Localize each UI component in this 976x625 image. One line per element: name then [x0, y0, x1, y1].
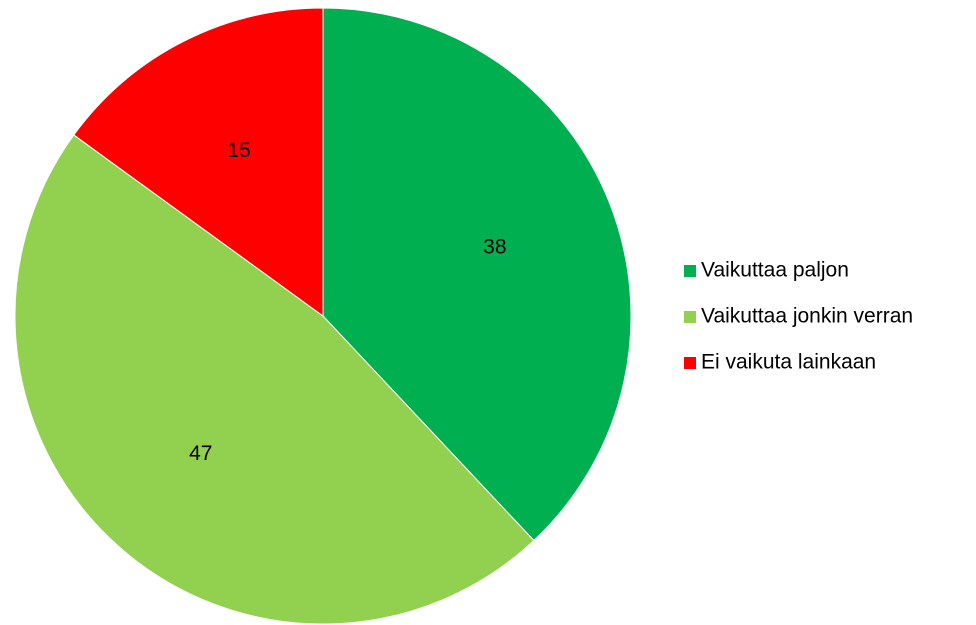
legend-swatch — [684, 311, 696, 323]
legend-swatch — [684, 357, 696, 369]
legend-label: Vaikuttaa paljon — [701, 259, 849, 282]
pie-slice — [14, 134, 535, 625]
pie-slice — [73, 7, 324, 317]
legend-label: Vaikuttaa jonkin verran — [701, 305, 913, 328]
data-label: 15 — [227, 139, 250, 162]
legend-label: Ei vaikuta lainkaan — [701, 351, 876, 374]
data-label: 47 — [189, 442, 212, 465]
data-label: 38 — [483, 236, 506, 259]
pie-slice — [322, 7, 632, 542]
legend-swatch — [684, 265, 696, 277]
